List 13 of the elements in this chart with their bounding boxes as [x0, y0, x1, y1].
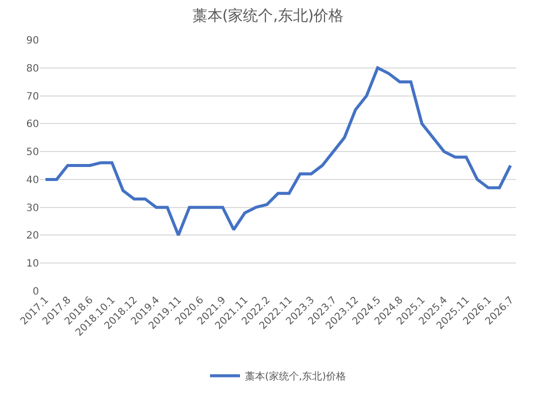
y-tick-label: 30: [26, 202, 39, 214]
y-tick-label: 90: [26, 36, 39, 46]
y-tick-label: 60: [26, 119, 39, 130]
y-tick-label: 10: [26, 258, 39, 270]
y-tick-label: 50: [26, 147, 39, 158]
chart-title: 藁本(家统个,东北)价格: [192, 6, 344, 25]
y-tick-label: 80: [26, 63, 39, 74]
y-tick-label: 40: [26, 174, 39, 186]
y-tick-label: 0: [32, 286, 39, 298]
y-tick-label: 70: [26, 91, 39, 102]
legend-label: 藁本(家统个,东北)价格: [245, 370, 346, 383]
y-tick-label: 20: [26, 230, 39, 242]
line-series: [44, 66, 512, 237]
